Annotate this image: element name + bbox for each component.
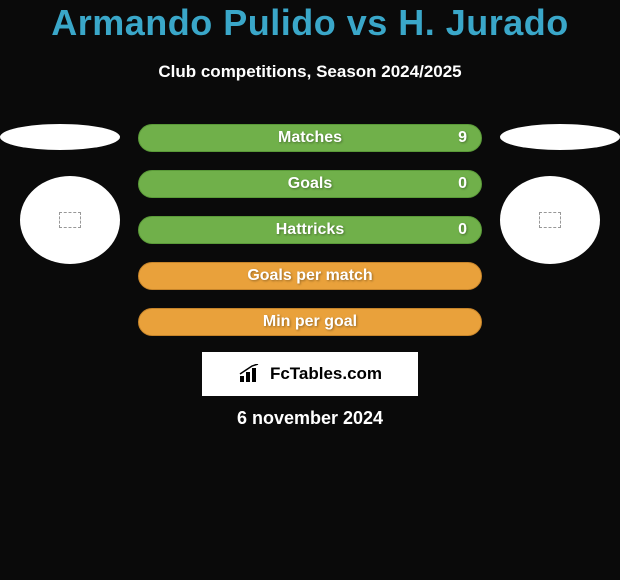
season-subtitle: Club competitions, Season 2024/2025	[0, 62, 620, 82]
stat-label: Min per goal	[263, 313, 357, 331]
stat-label: Hattricks	[276, 221, 344, 239]
stat-value: 0	[458, 221, 467, 239]
stat-value: 0	[458, 175, 467, 193]
stat-row-min-per-goal: Min per goal	[138, 308, 482, 336]
stat-value: 9	[458, 129, 467, 147]
fctables-logo: FcTables.com	[202, 352, 418, 396]
bar-chart-icon	[238, 364, 264, 384]
stat-row-matches: Matches 9	[138, 124, 482, 152]
player-right-club-ellipse	[500, 176, 600, 264]
page-title: Armando Pulido vs H. Jurado	[0, 2, 620, 44]
stat-row-goals-per-match: Goals per match	[138, 262, 482, 290]
logo-text: FcTables.com	[270, 364, 382, 384]
generated-date: 6 november 2024	[0, 408, 620, 429]
player-right-flag-ellipse	[500, 124, 620, 150]
stat-row-hattricks: Hattricks 0	[138, 216, 482, 244]
player-left-flag-ellipse	[0, 124, 120, 150]
placeholder-badge-icon	[59, 212, 81, 228]
stat-row-goals: Goals 0	[138, 170, 482, 198]
stat-label: Goals	[288, 175, 332, 193]
stats-container: Matches 9 Goals 0 Hattricks 0 Goals per …	[138, 124, 482, 354]
comparison-card: Armando Pulido vs H. Jurado Club competi…	[0, 0, 620, 580]
stat-label: Goals per match	[247, 267, 372, 285]
stat-label: Matches	[278, 129, 342, 147]
player-left-club-ellipse	[20, 176, 120, 264]
placeholder-badge-icon	[539, 212, 561, 228]
